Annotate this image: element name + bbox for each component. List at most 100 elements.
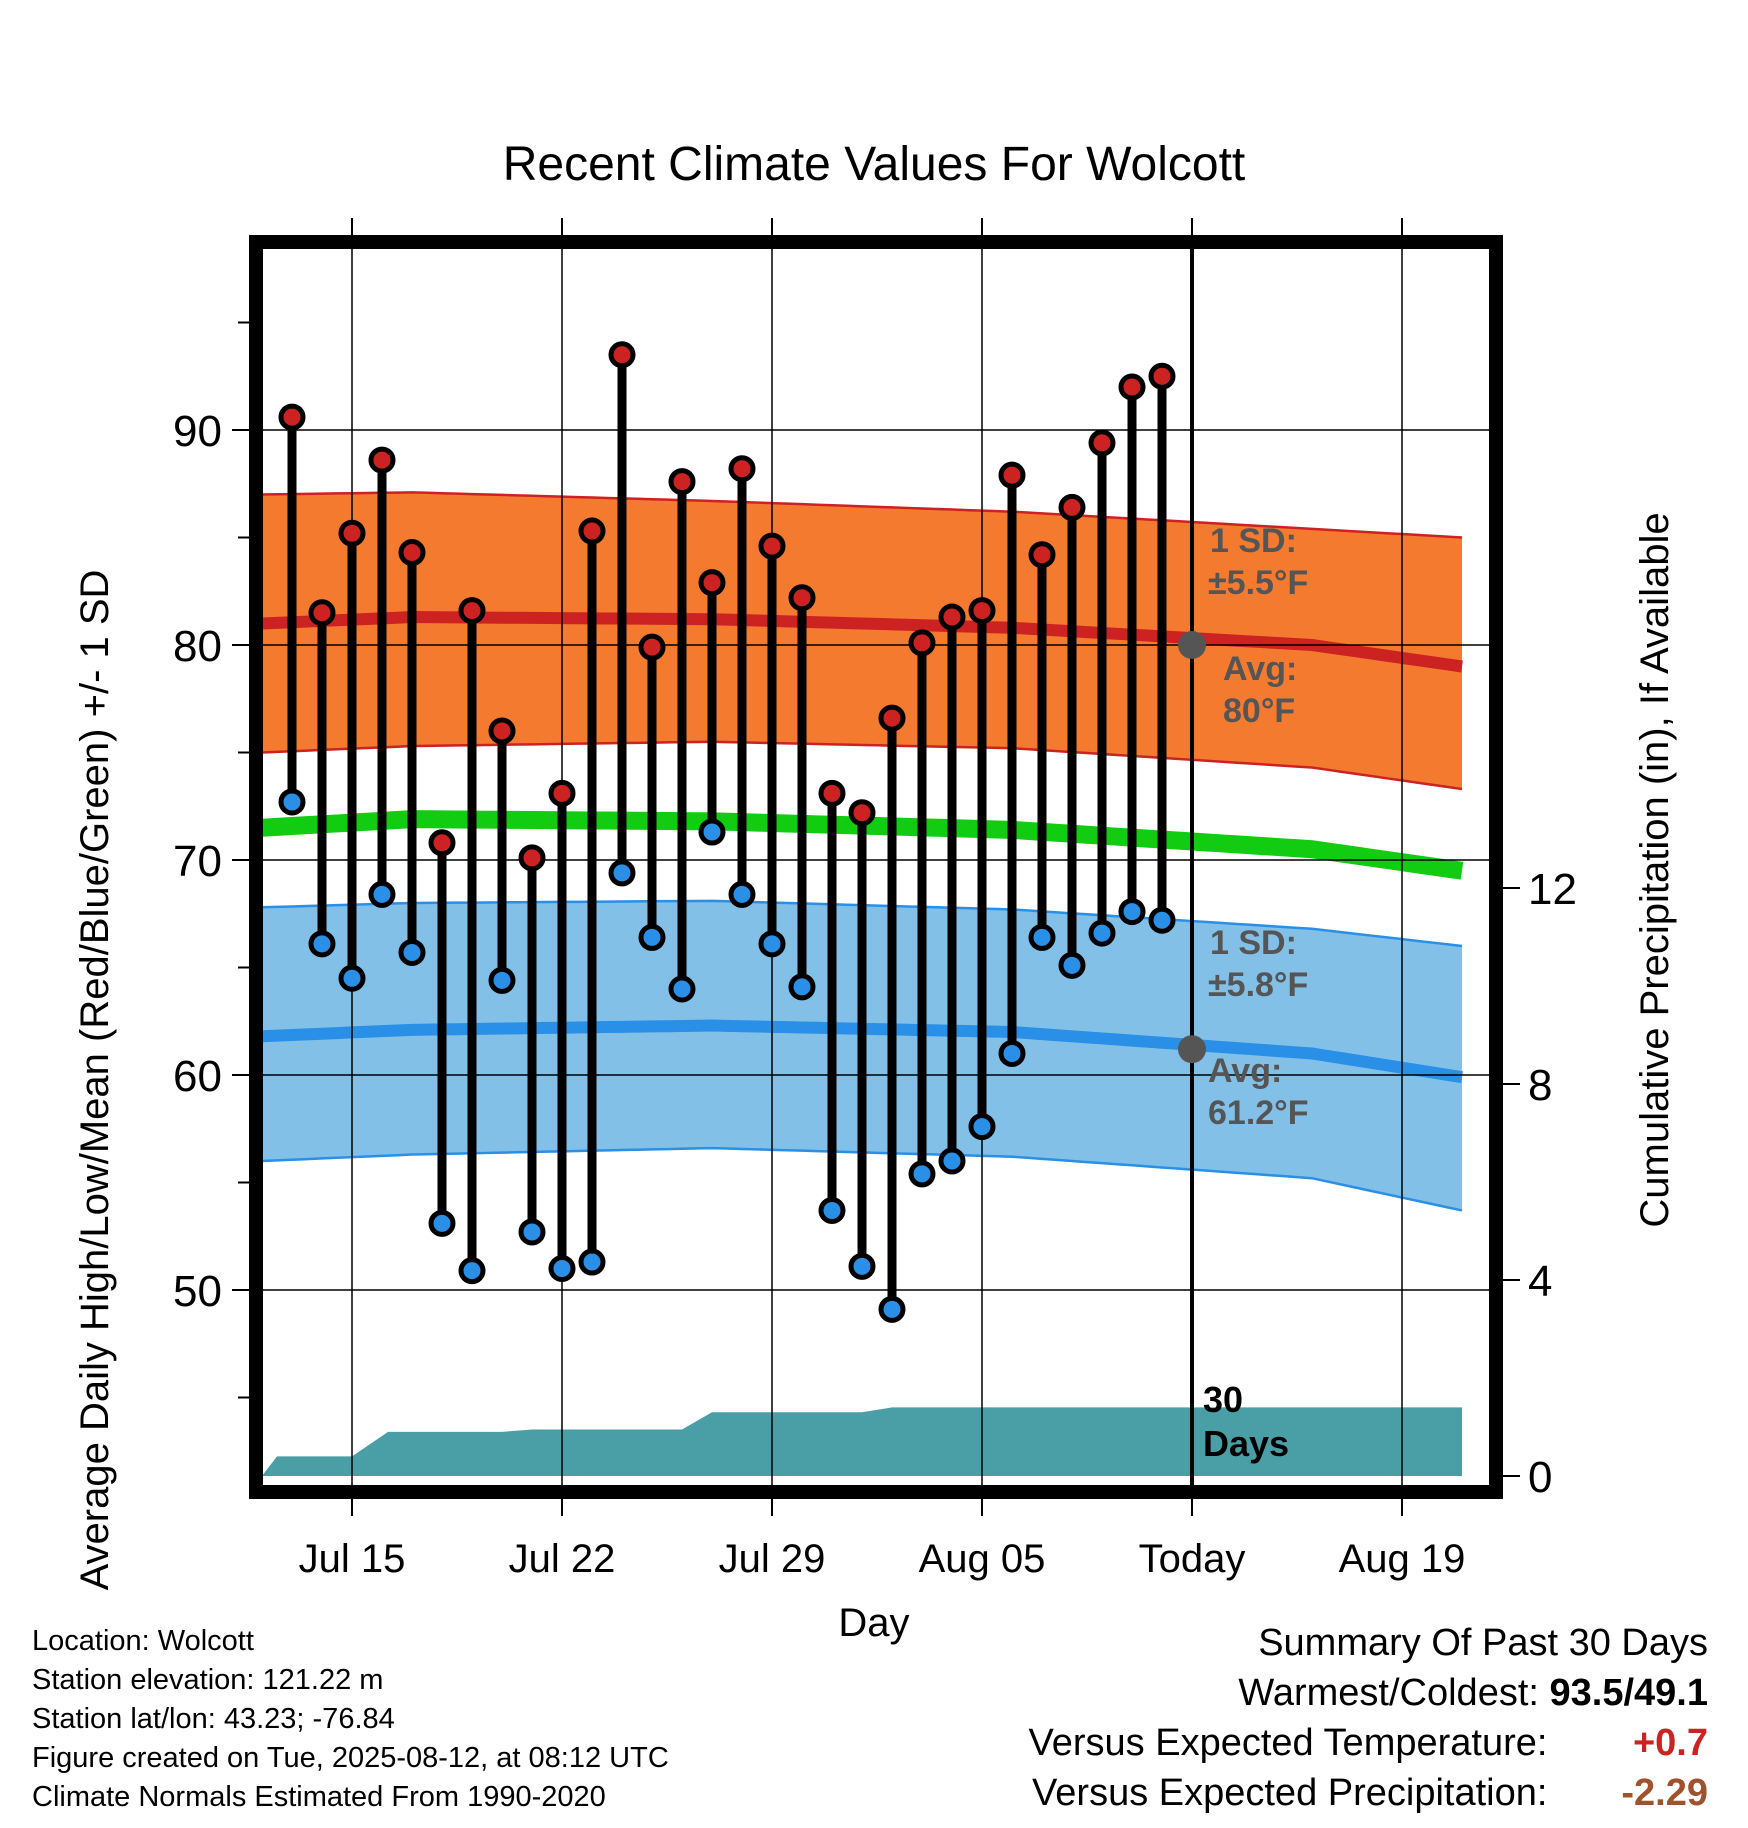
x-axis-label: Day: [838, 1601, 909, 1645]
high-point-22: [938, 603, 966, 631]
low-point-16: [758, 930, 786, 958]
y2-tick-label-1: 4: [1528, 1257, 1552, 1306]
low-point-24: [998, 1040, 1026, 1067]
summary-warm-cold: Warmest/Coldest: 93.5/49.1: [1029, 1668, 1708, 1718]
low-point-11: [608, 859, 636, 887]
plot-frame: [249, 235, 1503, 1499]
y-tick-label-4: 90: [173, 407, 222, 456]
low-point-2: [338, 964, 366, 992]
high-point-11: [608, 341, 636, 369]
high-point-12: [638, 633, 666, 661]
high-point-27: [1088, 429, 1116, 457]
high-point-3: [368, 446, 396, 474]
high-point-0: [278, 403, 306, 431]
window-label-days-count: 30: [1203, 1379, 1243, 1420]
high-point-1: [308, 599, 336, 627]
high-point-9: [548, 779, 576, 807]
y2-tick-label-0: 0: [1528, 1453, 1552, 1502]
high-sd-label: 1 SD:: [1210, 522, 1297, 560]
low-point-29: [1148, 906, 1176, 934]
high-point-24: [998, 461, 1026, 489]
low-point-8: [518, 1218, 546, 1246]
window-label-days: Days: [1203, 1423, 1289, 1464]
summary-precip: Versus Expected Precipitation: -2.29: [1029, 1768, 1708, 1818]
x-tick-label-0: Jul 15: [299, 1537, 406, 1581]
low-point-7: [488, 966, 516, 994]
x-tick-label-2: Jul 29: [719, 1537, 826, 1581]
high-point-8: [518, 844, 546, 872]
axes: 50 60 70 80 90 0 4 8 12 Jul 15 Jul 22 Jul 29 Aug 05 T…: [173, 218, 1577, 1581]
normals-text: Climate Normals Estimated From 1990-2020: [32, 1781, 606, 1813]
y2-tick-label-3: 12: [1528, 865, 1577, 914]
daily-points: [278, 341, 1176, 1323]
low-point-12: [638, 923, 666, 951]
temp-value: +0.7: [1632, 1722, 1708, 1764]
chart-title: Recent Climate Values For Wolcott: [503, 138, 1246, 191]
y-axis-label: Average Daily High/Low/Mean (Red/Blue/Gr…: [73, 570, 117, 1591]
low-point-28: [1118, 898, 1146, 926]
y2-axis-label: Cumulative Precipitation (in), If Availa…: [1633, 512, 1677, 1227]
low-point-3: [368, 880, 396, 908]
high-point-23: [968, 597, 996, 625]
x-tick-label-1: Jul 22: [509, 1537, 616, 1581]
low-point-23: [968, 1113, 996, 1141]
station-info: Location: Wolcott Station elevation: 121…: [32, 1622, 669, 1817]
low-point-20: [878, 1295, 906, 1323]
today-marks: [1178, 248, 1206, 1486]
high-sd-band-upper-edge: [261, 491, 1463, 539]
high-point-13: [668, 468, 696, 496]
high-point-29: [1148, 362, 1176, 390]
precip-label: Versus Expected Precipitation:: [1032, 1772, 1548, 1814]
high-sd-value: ±5.5°F: [1208, 564, 1308, 602]
summary-title: Summary Of Past 30 Days: [1258, 1622, 1708, 1664]
low-point-26: [1058, 951, 1086, 979]
low-avg-value: 61.2°F: [1208, 1094, 1309, 1132]
warm-cold-label: Warmest/Coldest:: [1238, 1672, 1539, 1714]
y2-tick-label-2: 8: [1528, 1061, 1552, 1110]
high-point-21: [908, 629, 936, 657]
low-point-22: [938, 1147, 966, 1175]
y-tick-label-0: 50: [173, 1267, 222, 1316]
high-point-20: [878, 704, 906, 732]
warm-cold-value: 93.5/49.1: [1549, 1672, 1708, 1714]
low-point-9: [548, 1255, 576, 1282]
location-text: Location: Wolcott: [32, 1625, 254, 1657]
high-point-5: [428, 829, 456, 857]
low-point-15: [728, 880, 756, 908]
precip-value: -2.29: [1621, 1772, 1708, 1814]
today-low-normal-marker: [1178, 1035, 1206, 1064]
high-point-26: [1058, 493, 1086, 521]
x-tick-label-4: Today: [1139, 1537, 1246, 1581]
high-point-14: [698, 569, 726, 597]
low-point-5: [428, 1209, 456, 1237]
high-point-2: [338, 519, 366, 547]
high-point-7: [488, 717, 516, 745]
elevation-text: Station elevation: 121.22 m: [32, 1664, 384, 1696]
summary-temp: Versus Expected Temperature: +0.7: [1029, 1718, 1708, 1768]
temp-label: Versus Expected Temperature:: [1028, 1722, 1548, 1764]
high-point-18: [818, 779, 846, 807]
y-tick-label-3: 80: [173, 622, 222, 671]
x-tick-label-5: Aug 19: [1339, 1537, 1466, 1581]
low-point-18: [818, 1196, 846, 1224]
low-point-27: [1088, 919, 1116, 947]
x-tick-label-3: Aug 05: [919, 1537, 1046, 1581]
low-point-17: [788, 973, 816, 1001]
today-high-normal-marker: [1178, 631, 1206, 659]
low-point-13: [668, 975, 696, 1003]
low-point-25: [1028, 923, 1056, 951]
low-sd-value: ±5.8°F: [1208, 966, 1308, 1004]
low-point-0: [278, 788, 306, 816]
high-point-28: [1118, 373, 1146, 401]
low-avg-label: Avg:: [1208, 1052, 1282, 1090]
created-text: Figure created on Tue, 2025-08-12, at 08…: [32, 1742, 669, 1774]
low-point-1: [308, 930, 336, 958]
low-sd-label: 1 SD:: [1210, 924, 1297, 962]
y-tick-label-1: 60: [173, 1052, 222, 1101]
low-point-21: [908, 1160, 936, 1188]
y-tick-label-2: 70: [173, 837, 222, 886]
high-sd-band-lower-edge: [261, 740, 1463, 791]
high-point-17: [788, 584, 816, 612]
low-point-6: [458, 1257, 486, 1285]
